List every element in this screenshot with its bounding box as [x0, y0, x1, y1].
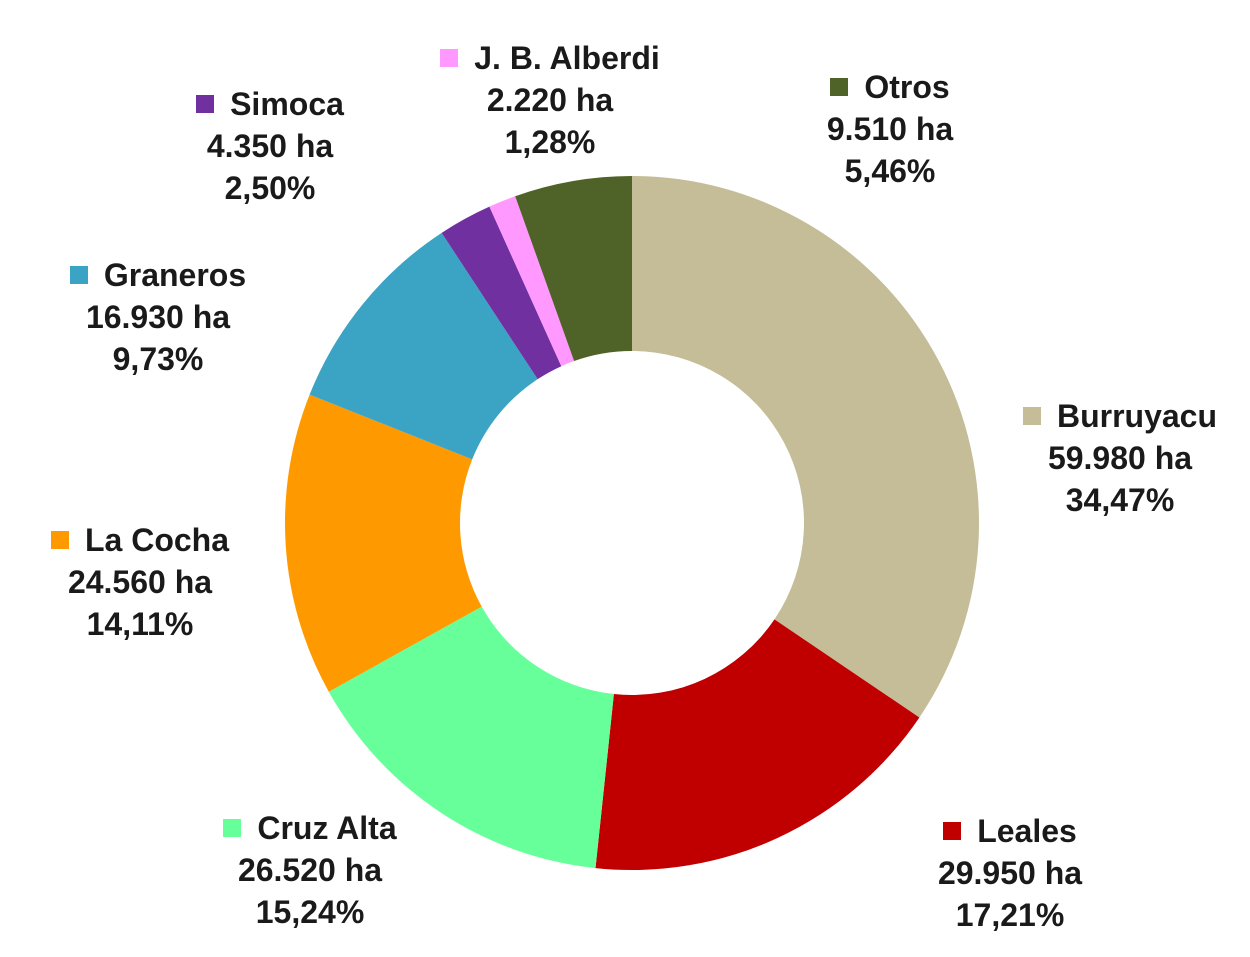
legend-swatch-graneros	[69, 266, 88, 284]
slice-value: 29.950 ha	[937, 855, 1083, 891]
label-jb-alberdi: J. B. Alberdi 2.220 ha 1,28%	[410, 37, 690, 163]
slice-percent: 2,50%	[224, 170, 316, 206]
label-graneros: Graneros 16.930 ha 9,73%	[38, 254, 278, 380]
slice-value: 16.930 ha	[85, 299, 231, 335]
donut-slice-la-cocha	[285, 394, 482, 692]
slice-value: 59.980 ha	[1047, 440, 1193, 476]
donut-slice-j-b-alberdi	[489, 196, 575, 367]
legend-swatch-burruyacu	[1022, 407, 1041, 425]
slice-value: 26.520 ha	[237, 852, 383, 888]
legend-swatch-simoca	[196, 95, 215, 113]
slice-percent: 34,47%	[1065, 482, 1175, 518]
label-la-cocha: La Cocha 24.560 ha 14,11%	[20, 519, 260, 645]
slice-name: Graneros	[103, 257, 247, 293]
donut-slice-otros	[515, 176, 632, 362]
legend-swatch-leales	[943, 822, 962, 840]
slice-percent: 14,11%	[86, 606, 194, 642]
slice-percent: 9,73%	[112, 341, 204, 377]
slice-percent: 15,24%	[255, 894, 365, 930]
slice-value: 24.560 ha	[67, 564, 213, 600]
donut-slice-leales	[595, 619, 920, 870]
slice-name: Leales	[977, 813, 1077, 849]
slice-name: Cruz Alta	[257, 810, 397, 846]
legend-swatch-jb-alberdi	[440, 49, 459, 67]
donut-slice-graneros	[309, 232, 538, 460]
slice-name: J. B. Alberdi	[474, 40, 660, 76]
label-leales: Leales 29.950 ha 17,21%	[890, 810, 1130, 936]
donut-slice-cruz-alta	[328, 606, 614, 869]
donut-slice-burruyacu	[632, 176, 979, 718]
slice-value: 9.510 ha	[826, 111, 954, 147]
slice-name: Otros	[864, 69, 950, 105]
label-cruz-alta: Cruz Alta 26.520 ha 15,24%	[190, 807, 430, 933]
slice-percent: 1,28%	[504, 124, 596, 160]
slice-value: 2.220 ha	[486, 82, 614, 118]
slice-name: Burruyacu	[1056, 398, 1218, 434]
label-simoca: Simoca 4.350 ha 2,50%	[150, 83, 390, 209]
slice-value: 4.350 ha	[206, 128, 334, 164]
slice-percent: 5,46%	[844, 153, 936, 189]
slice-name: Simoca	[230, 86, 344, 122]
legend-swatch-otros	[830, 78, 849, 96]
label-burruyacu: Burruyacu 59.980 ha 34,47%	[1000, 395, 1240, 521]
slice-name: La Cocha	[84, 522, 230, 558]
legend-swatch-cruz-alta	[223, 819, 242, 837]
legend-swatch-la-cocha	[50, 531, 69, 549]
label-otros: Otros 9.510 ha 5,46%	[780, 66, 1000, 192]
slice-percent: 17,21%	[955, 897, 1065, 933]
donut-slice-simoca	[441, 206, 562, 380]
